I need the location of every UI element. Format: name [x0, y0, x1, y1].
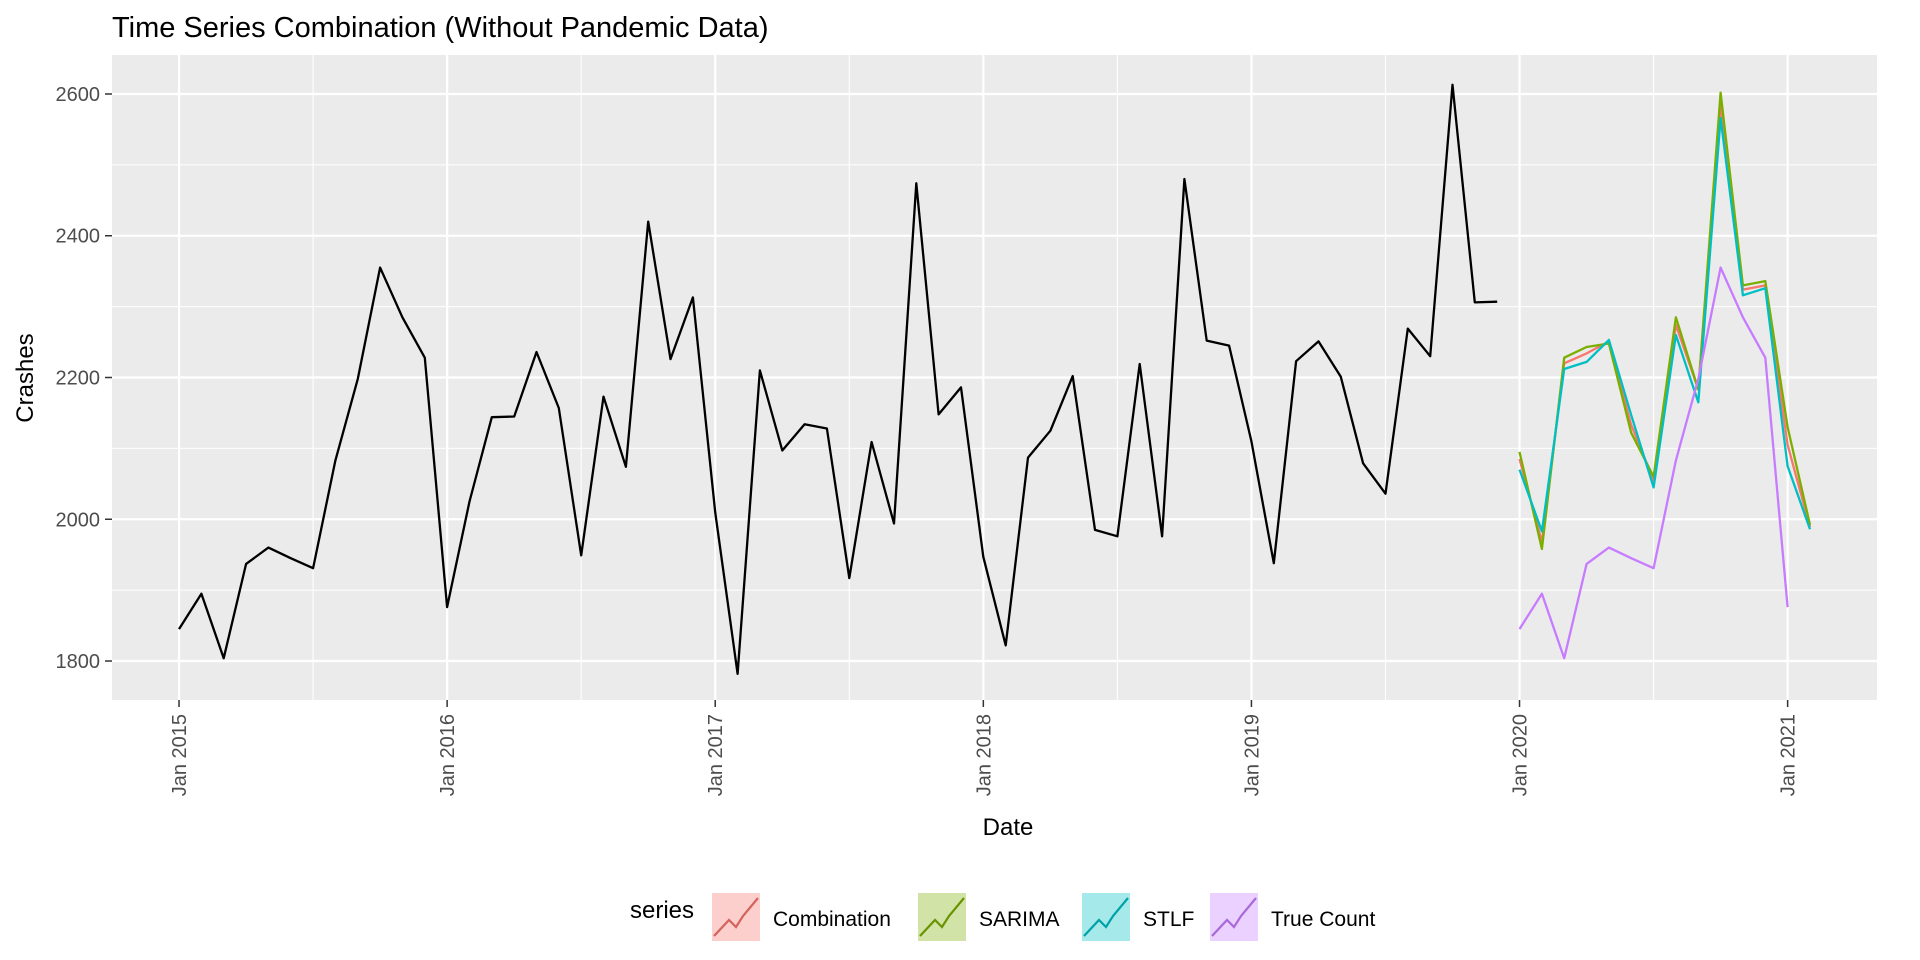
y-tick-label: 1800	[56, 651, 101, 673]
legend-key-line-stlf	[1083, 897, 1129, 937]
y-axis-title: Crashes	[12, 333, 39, 422]
y-tick-label: 2000	[56, 509, 101, 531]
legend-key-line-combination	[713, 897, 759, 937]
x-tick-label: Jan 2017	[705, 714, 727, 796]
legend-label-true-count: True Count	[1271, 908, 1375, 931]
y-tick-label: 2400	[56, 226, 101, 248]
legend-label-combination: Combination	[773, 908, 891, 931]
chart-title: Time Series Combination (Without Pandemi…	[112, 12, 769, 44]
x-tick-label: Jan 2015	[169, 714, 191, 796]
y-tick-label: 2600	[56, 84, 101, 106]
x-tick-label: Jan 2019	[1241, 714, 1263, 796]
axis-ticks	[105, 93, 1789, 707]
x-tick-label: Jan 2016	[437, 714, 459, 796]
series-line-stlf	[1518, 116, 1812, 533]
legend-key-combination	[712, 893, 760, 941]
legend-title: series	[630, 897, 694, 924]
x-tick-label: Jan 2021	[1778, 714, 1800, 796]
series-lines	[178, 83, 1812, 675]
history-line	[178, 83, 1498, 675]
legend-key-true-count	[1210, 893, 1258, 941]
legend: series Combination SARIMA STLF True Count	[630, 893, 1375, 941]
major-grid	[112, 55, 1877, 700]
legend-key-stlf	[1082, 893, 1130, 941]
legend-key-sarima	[918, 893, 966, 941]
x-axis-title: Date	[983, 814, 1034, 841]
legend-key-line-true-count	[1211, 897, 1257, 937]
y-tick-labels: 1800 2000 2200 2400 2600	[56, 84, 101, 673]
x-tick-label: Jan 2020	[1510, 714, 1532, 796]
series-line-sarima	[1518, 91, 1812, 551]
y-tick-label: 2200	[56, 368, 101, 390]
x-tick-labels: Jan 2015 Jan 2016 Jan 2017 Jan 2018 Jan 2019…	[169, 714, 1800, 796]
legend-key-line-sarima	[919, 897, 965, 937]
series-line-true-count	[1518, 266, 1789, 660]
x-tick-label: Jan 2018	[973, 714, 995, 796]
legend-label-sarima: SARIMA	[979, 908, 1060, 931]
legend-label-stlf: STLF	[1143, 908, 1194, 931]
